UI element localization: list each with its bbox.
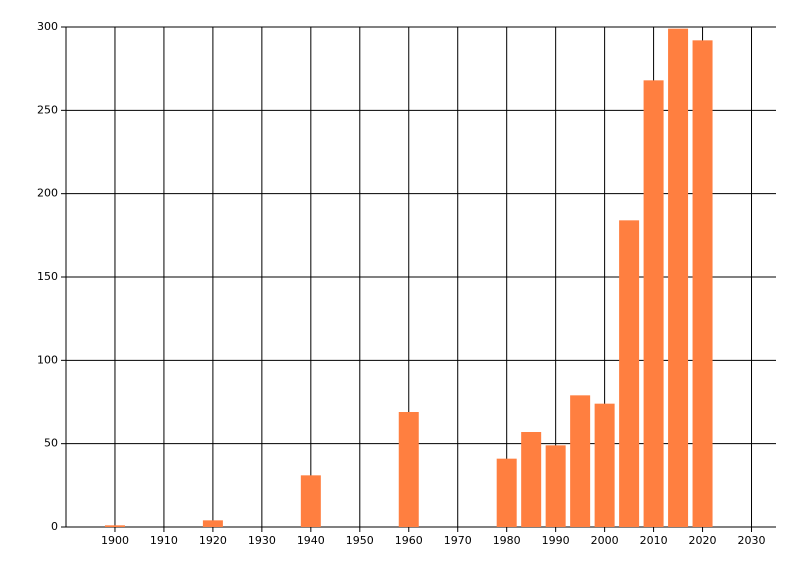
x-tick-label: 1900 <box>101 534 129 547</box>
y-tick-label: 50 <box>44 437 58 450</box>
x-tick-label: 2020 <box>689 534 717 547</box>
y-tick-label: 200 <box>37 187 58 200</box>
x-tick-label: 2010 <box>640 534 668 547</box>
bar <box>202 520 223 527</box>
y-tick-label: 0 <box>51 520 58 533</box>
x-tick-label: 1980 <box>493 534 521 547</box>
x-tick-label: 1950 <box>346 534 374 547</box>
y-tick-label: 300 <box>37 20 58 33</box>
bar <box>619 220 640 528</box>
x-tick-label: 2030 <box>738 534 766 547</box>
x-tick-label: 2000 <box>591 534 619 547</box>
bar <box>496 458 517 527</box>
bar <box>398 412 419 527</box>
bar <box>643 80 664 527</box>
bar <box>545 445 566 527</box>
y-tick-label: 250 <box>37 103 58 116</box>
x-tick-label: 1960 <box>395 534 423 547</box>
y-tick-label: 150 <box>37 270 58 283</box>
x-tick-label: 1920 <box>199 534 227 547</box>
x-tick-label: 1940 <box>297 534 325 547</box>
x-tick-label: 1970 <box>444 534 472 547</box>
bar <box>570 395 591 527</box>
x-tick-label: 1990 <box>542 534 570 547</box>
bar <box>521 432 542 527</box>
x-tick-label: 1910 <box>150 534 178 547</box>
bar <box>104 525 125 527</box>
bar <box>594 403 615 527</box>
bar <box>692 40 713 527</box>
bar <box>668 28 689 528</box>
bar <box>300 475 321 527</box>
y-tick-label: 100 <box>37 353 58 366</box>
x-tick-label: 1930 <box>248 534 276 547</box>
